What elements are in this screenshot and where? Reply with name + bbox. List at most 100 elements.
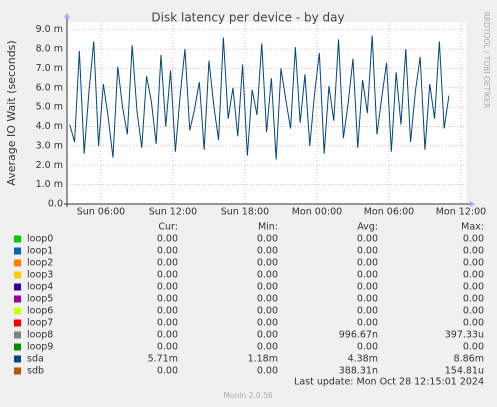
- legend-stat: 0.00: [357, 246, 378, 257]
- legend-swatch: [14, 271, 21, 279]
- y-tick-label: 0.0: [48, 199, 63, 210]
- legend-stat: 0.00: [463, 270, 484, 281]
- legend-swatch: [14, 331, 21, 339]
- legend-swatch: [14, 319, 21, 327]
- legend-swatch: [14, 247, 21, 255]
- legend-stat: 0.00: [157, 330, 178, 341]
- legend-stat: 0.00: [463, 306, 484, 317]
- legend-stat: 8.86m: [454, 354, 484, 365]
- legend-stat: 0.00: [257, 366, 278, 377]
- y-tick-label: 6.0 m: [36, 82, 63, 93]
- legend-stat: 0.00: [463, 234, 484, 245]
- y-tick-label: 5.0 m: [36, 102, 63, 113]
- column-header: Min:: [258, 222, 278, 233]
- legend-stat: 0.00: [357, 282, 378, 293]
- x-arrow: [470, 201, 475, 207]
- legend-stat: 0.00: [157, 282, 178, 293]
- legend-stat: 0.00: [357, 318, 378, 329]
- legend-label: loop1: [27, 246, 53, 257]
- chart-title: Disk latency per device - by day: [151, 11, 344, 25]
- legend-stat: 0.00: [463, 342, 484, 353]
- legend-stat: 0.00: [257, 246, 278, 257]
- y-arrow: [64, 13, 70, 18]
- y-tick-label: 9.0 m: [36, 24, 63, 35]
- y-tick-label: 8.0 m: [36, 44, 63, 55]
- legend-stat: 0.00: [463, 318, 484, 329]
- y-axis-label: Average IO Wait (seconds): [5, 40, 18, 185]
- legend-stat: 0.00: [157, 246, 178, 257]
- legend-stat: 0.00: [257, 342, 278, 353]
- legend-stat: 0.00: [357, 342, 378, 353]
- legend-stat: 0.00: [463, 294, 484, 305]
- legend-label: loop4: [27, 282, 53, 293]
- legend-label: loop8: [27, 330, 53, 341]
- legend-stat: 388.31n: [339, 366, 378, 377]
- x-tick-label: Sun 12:00: [149, 207, 197, 218]
- legend-stat: 0.00: [257, 270, 278, 281]
- legend-stat: 0.00: [157, 234, 178, 245]
- legend-stat: 5.71m: [148, 354, 178, 365]
- column-header: Cur:: [158, 222, 178, 233]
- legend-label: loop0: [27, 234, 53, 245]
- last-update: Last update: Mon Oct 28 12:15:01 2024: [294, 377, 484, 388]
- legend-stat: 0.00: [357, 306, 378, 317]
- legend-stat: 397.33u: [445, 330, 484, 341]
- legend-swatch: [14, 259, 21, 267]
- legend-stat: 0.00: [257, 282, 278, 293]
- column-header: Avg:: [357, 222, 378, 233]
- legend-stat: 0.00: [257, 306, 278, 317]
- legend-swatch: [14, 235, 21, 243]
- legend-stat: 0.00: [357, 270, 378, 281]
- legend-swatch: [14, 343, 21, 351]
- legend-label: loop6: [27, 306, 53, 317]
- legend-stat: 0.00: [463, 282, 484, 293]
- legend-label: loop2: [27, 258, 53, 269]
- y-tick-label: 3.0 m: [36, 140, 63, 151]
- x-tick-label: Mon 06:00: [364, 207, 414, 218]
- x-tick-label: Sun 06:00: [77, 207, 125, 218]
- legend-label: loop9: [27, 342, 53, 353]
- legend-stat: 996.67n: [339, 330, 378, 341]
- legend-stat: 0.00: [157, 342, 178, 353]
- y-tick-label: 7.0 m: [36, 63, 63, 74]
- legend-label: loop5: [27, 294, 53, 305]
- series-line: [69, 35, 450, 160]
- x-tick-label: Sun 18:00: [221, 207, 269, 218]
- legend-stat: 0.00: [257, 258, 278, 269]
- legend-stat: 0.00: [257, 294, 278, 305]
- column-header: Max:: [461, 222, 484, 233]
- legend-stat: 154.81u: [445, 366, 484, 377]
- legend-label: loop7: [27, 318, 53, 329]
- legend-swatch: [14, 283, 21, 291]
- legend-label: sdb: [27, 366, 44, 377]
- legend-stat: 0.00: [257, 318, 278, 329]
- legend-stat: 0.00: [157, 306, 178, 317]
- legend-stat: 0.00: [357, 294, 378, 305]
- legend-stat: 0.00: [257, 234, 278, 245]
- legend-stat: 0.00: [157, 270, 178, 281]
- legend-stat: 0.00: [157, 318, 178, 329]
- y-tick-label: 1.0 m: [36, 179, 63, 190]
- legend-swatch: [14, 307, 21, 315]
- side-text: RRDTOOL / TOBI OETIKER: [482, 12, 491, 109]
- legend-stat: 0.00: [357, 234, 378, 245]
- legend-swatch: [14, 295, 21, 303]
- legend-stat: 1.18m: [248, 354, 278, 365]
- y-tick-label: 2.0 m: [36, 160, 63, 171]
- x-tick-label: Mon 12:00: [436, 207, 486, 218]
- legend-stat: 0.00: [463, 258, 484, 269]
- legend-stat: 0.00: [157, 258, 178, 269]
- footer: Munin 2.0.56: [223, 391, 272, 400]
- y-tick-label: 4.0 m: [36, 121, 63, 132]
- legend-swatch: [14, 355, 21, 363]
- legend-stat: 4.38m: [348, 354, 378, 365]
- legend-swatch: [14, 367, 21, 375]
- x-tick-label: Mon 00:00: [292, 207, 342, 218]
- legend-stat: 0.00: [357, 258, 378, 269]
- legend-stat: 0.00: [463, 246, 484, 257]
- legend-stat: 0.00: [157, 294, 178, 305]
- legend-stat: 0.00: [157, 366, 178, 377]
- legend-label: sda: [27, 354, 44, 365]
- legend-label: loop3: [27, 270, 53, 281]
